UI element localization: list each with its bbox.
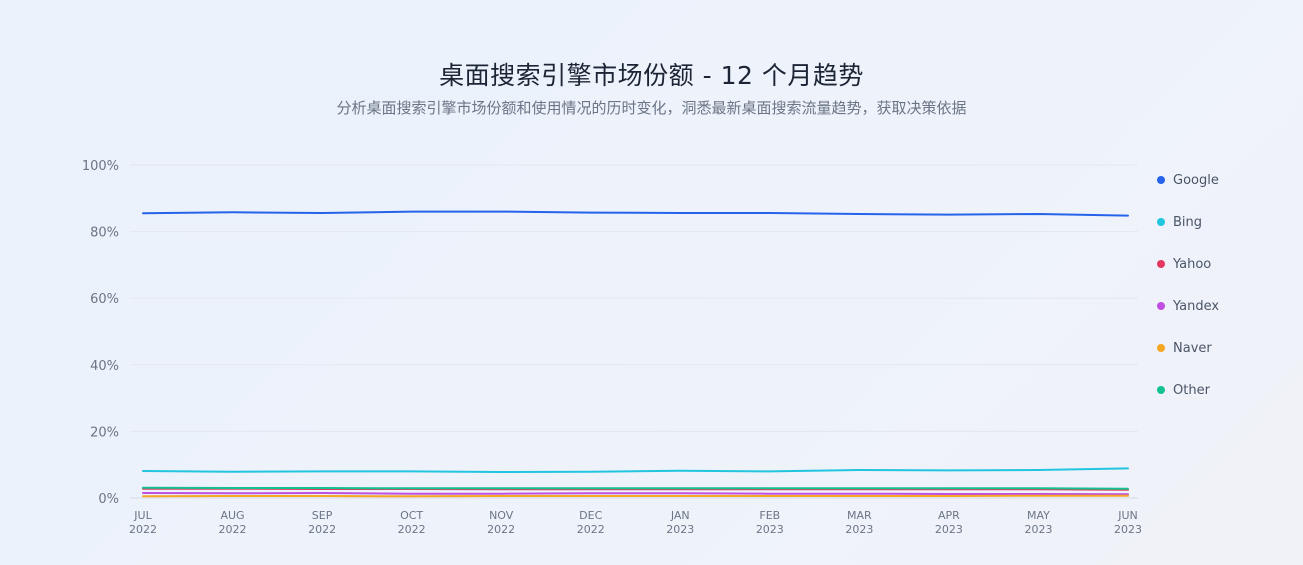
series-line-google[interactable]: [142, 210, 1129, 217]
x-tick-label: OCT 2022: [398, 509, 426, 536]
y-tick-label: 80%: [90, 226, 119, 241]
series-lines: [142, 210, 1129, 498]
series-line-other[interactable]: [142, 486, 1129, 490]
x-tick-label: JAN 2023: [666, 509, 694, 536]
x-tick-label: SEP 2022: [308, 509, 336, 536]
x-tick-label: DEC 2022: [577, 509, 605, 536]
legend-label: Bing: [1173, 214, 1203, 230]
chart-subtitle: 分析桌面搜索引擎市场份额和使用情况的历时变化，洞悉最新桌面搜索流量趋势，获取决策…: [336, 99, 967, 117]
chart-legend: Google Bing Yahoo Yandex Naver Other: [1157, 170, 1219, 422]
x-tick-label: JUN 2023: [1114, 509, 1142, 536]
legend-dot-icon: [1157, 344, 1165, 352]
x-tick-label: JUL 2022: [129, 509, 157, 536]
x-tick-label: FEB 2023: [756, 509, 784, 536]
legend-dot-icon: [1157, 386, 1165, 394]
series-line-bing[interactable]: [142, 467, 1129, 473]
x-axis-ticks: JUL 2022 AUG 2022 SEP 2022 OCT 2022 NOV 2022 DEC 20…: [129, 509, 1142, 536]
legend-item-google[interactable]: Google: [1157, 170, 1219, 190]
legend-label: Yahoo: [1173, 256, 1212, 272]
x-tick-label: MAY 2023: [1024, 509, 1052, 536]
legend-item-yandex[interactable]: Yandex: [1157, 296, 1219, 316]
legend-item-naver[interactable]: Naver: [1157, 338, 1219, 358]
y-tick-label: 100%: [82, 159, 119, 174]
legend-label: Naver: [1173, 340, 1212, 356]
legend-dot-icon: [1157, 302, 1165, 310]
legend-label: Yandex: [1173, 298, 1220, 314]
series-line-naver[interactable]: [142, 494, 1129, 498]
y-tick-label: 0%: [98, 492, 119, 507]
y-tick-label: 40%: [90, 359, 119, 374]
y-tick-label: 60%: [90, 292, 119, 307]
x-tick-label: NOV 2022: [487, 509, 515, 536]
legend-dot-icon: [1157, 218, 1165, 226]
y-axis-ticks: 0% 20% 40% 60% 80% 100%: [82, 159, 119, 507]
legend-dot-icon: [1157, 176, 1165, 184]
grid-lines: [130, 164, 1138, 499]
legend-label: Google: [1173, 172, 1219, 188]
legend-item-other[interactable]: Other: [1157, 380, 1219, 400]
x-tick-label: AUG 2022: [219, 509, 247, 536]
x-tick-label: APR 2023: [935, 509, 963, 536]
chart-title: 桌面搜索引擎市场份额 - 12 个月趋势: [439, 61, 864, 90]
legend-item-bing[interactable]: Bing: [1157, 212, 1219, 232]
legend-dot-icon: [1157, 260, 1165, 268]
legend-label: Other: [1173, 382, 1210, 398]
y-tick-label: 20%: [90, 425, 119, 440]
series-line-yandex[interactable]: [142, 492, 1129, 496]
chart-header: 桌面搜索引擎市场份额 - 12 个月趋势 分析桌面搜索引擎市场份额和使用情况的历…: [0, 58, 1303, 118]
x-tick-label: MAR 2023: [845, 509, 873, 536]
legend-item-yahoo[interactable]: Yahoo: [1157, 254, 1219, 274]
